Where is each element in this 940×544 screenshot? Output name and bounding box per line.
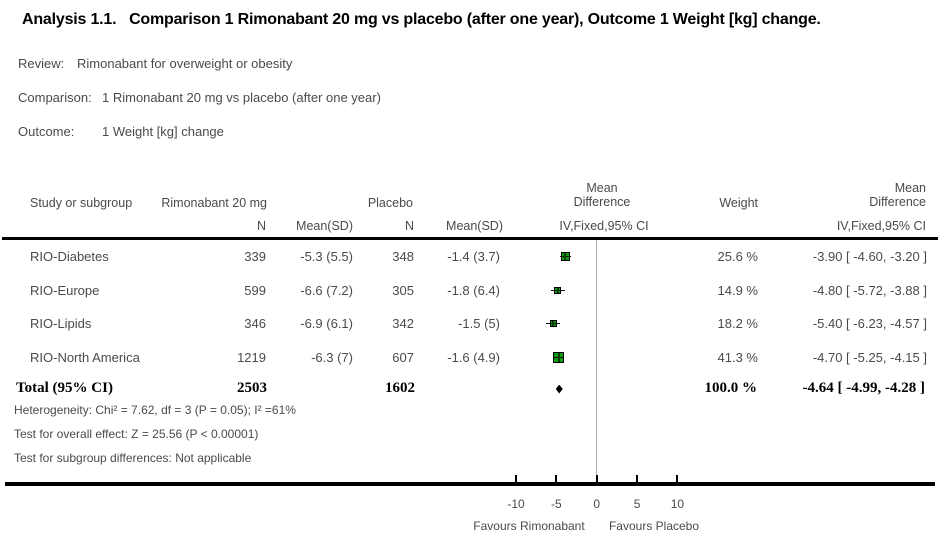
ci-value: -3.90 [ -4.60, -3.20 ] — [812, 249, 927, 264]
group2-n: 305 — [392, 283, 414, 298]
zero-line — [596, 240, 598, 482]
axis-tick-label: -5 — [551, 497, 562, 511]
study-name: RIO-Europe — [30, 283, 100, 298]
study-name: RIO-Diabetes — [30, 249, 109, 264]
axis-tick-label: 10 — [670, 497, 685, 511]
axis-tick — [555, 475, 558, 482]
group2-mean-sd: -1.5 (5) — [458, 316, 500, 331]
total-row: Total (95% CI) 2503 1602 100.0 % -4.64 [… — [0, 380, 940, 396]
md-label-line1: Mean — [894, 181, 926, 195]
total-label: Total (95% CI) — [16, 380, 113, 396]
group2-mean-sd: -1.4 (3.7) — [447, 249, 500, 264]
group2-n: 342 — [392, 316, 414, 331]
total-ci: -4.64 [ -4.99, -4.28 ] — [802, 380, 925, 396]
total-group1-n: 2503 — [237, 380, 267, 396]
point-estimate-tick — [552, 320, 555, 326]
md-label-line2: Difference — [869, 195, 926, 209]
point-estimate-tick — [556, 287, 559, 293]
table-row: RIO-North America 1219 -6.3 (7) 607 -1.6… — [0, 350, 940, 365]
group1-mean-sd: -6.9 (6.1) — [300, 316, 353, 331]
col-header-md-right: Mean Difference — [869, 181, 926, 209]
total-diamond — [555, 384, 563, 394]
table-row: RIO-Diabetes 339 -5.3 (5.5) 348 -1.4 (3.… — [0, 249, 940, 264]
group2-mean-sd: -1.6 (4.9) — [447, 350, 500, 365]
overall-effect-stat: Test for overall effect: Z = 25.56 (P < … — [14, 427, 259, 441]
axis-tick-label: 5 — [633, 497, 641, 511]
col-header-n2: N — [404, 219, 414, 233]
md-label-line1: Mean — [586, 181, 618, 195]
group1-mean-sd: -6.6 (7.2) — [300, 283, 353, 298]
col-header-n1: N — [256, 219, 266, 233]
favours-right-label: Favours Placebo — [608, 519, 700, 533]
col-header-md-center: Mean Difference — [574, 181, 631, 209]
header-rule — [2, 237, 938, 240]
total-weight: 100.0 % — [704, 380, 758, 396]
point-estimate-tick — [557, 352, 560, 362]
group2-mean-sd: -1.8 (6.4) — [447, 283, 500, 298]
col-header-ci-method-right: IV,Fixed,95% CI — [836, 219, 926, 233]
weight-value: 18.2 % — [717, 316, 758, 331]
group1-mean-sd: -6.3 (7) — [311, 350, 353, 365]
group2-n: 348 — [392, 249, 414, 264]
ci-value: -5.40 [ -6.23, -4.57 ] — [812, 316, 927, 331]
group1-n: 346 — [244, 316, 266, 331]
col-header-study: Study or subgroup — [30, 196, 133, 210]
axis-tick — [676, 475, 679, 482]
col-header-ci-method-center: IV,Fixed,95% CI — [559, 219, 649, 233]
ci-value: -4.70 [ -5.25, -4.15 ] — [812, 350, 927, 365]
table-row: RIO-Lipids 346 -6.9 (6.1) 342 -1.5 (5) 1… — [0, 316, 940, 331]
favours-left-label: Favours Rimonabant — [473, 519, 585, 533]
axis-tick — [595, 475, 598, 482]
axis-tick — [636, 475, 639, 482]
col-header-group1: Rimonabant 20 mg — [161, 196, 267, 210]
weight-value: 14.9 % — [717, 283, 758, 298]
axis-tick — [515, 475, 517, 482]
weight-value: 25.6 % — [717, 249, 758, 264]
axis-line — [5, 482, 935, 486]
axis-tick-label: -10 — [507, 497, 525, 511]
group1-n: 339 — [244, 249, 266, 264]
review-label: Review: — [18, 56, 65, 71]
review-value: Rimonabant for overweight or obesity — [77, 56, 293, 71]
ci-value: -4.80 [ -5.72, -3.88 ] — [812, 283, 927, 298]
col-header-group2: Placebo — [367, 196, 413, 210]
total-group2-n: 1602 — [385, 380, 415, 396]
col-header-meansd1: Mean(SD) — [296, 219, 353, 233]
point-estimate-tick — [564, 252, 567, 260]
outcome-label: Outcome: — [18, 124, 75, 139]
md-label-line2: Difference — [573, 195, 631, 209]
outcome-value: 1 Weight [kg] change — [102, 124, 224, 139]
analysis-title: Analysis 1.1. Comparison 1 Rimonabant 20… — [22, 11, 821, 28]
group1-mean-sd: -5.3 (5.5) — [300, 249, 353, 264]
col-header-meansd2: Mean(SD) — [446, 219, 503, 233]
col-header-weight: Weight — [719, 196, 758, 210]
axis-tick-label: 0 — [593, 497, 601, 511]
comparison-value: 1 Rimonabant 20 mg vs placebo (after one… — [102, 90, 381, 105]
table-row: RIO-Europe 599 -6.6 (7.2) 305 -1.8 (6.4)… — [0, 283, 940, 298]
weight-value: 41.3 % — [717, 350, 758, 365]
heterogeneity-stat: Heterogeneity: Chi² = 7.62, df = 3 (P = … — [14, 403, 296, 417]
group2-n: 607 — [392, 350, 414, 365]
study-name: RIO-North America — [30, 350, 140, 365]
subgroup-difference-stat: Test for subgroup differences: Not appli… — [14, 451, 252, 465]
group1-n: 599 — [244, 283, 266, 298]
study-name: RIO-Lipids — [30, 316, 92, 331]
group1-n: 1219 — [237, 350, 266, 365]
comparison-label: Comparison: — [18, 90, 92, 105]
